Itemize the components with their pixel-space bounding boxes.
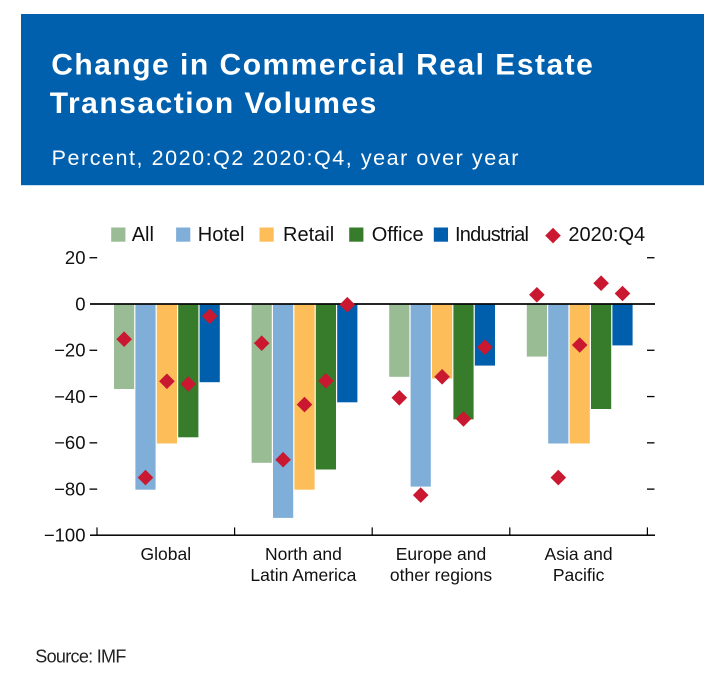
svg-text:Office: Office bbox=[372, 224, 424, 246]
svg-text:Industrial: Industrial bbox=[455, 224, 529, 246]
svg-text:−100: −100 bbox=[44, 525, 86, 546]
svg-text:−20: −20 bbox=[54, 340, 85, 361]
svg-text:other regions: other regions bbox=[390, 565, 492, 585]
svg-text:Percent, 2020:Q2 2020:Q4, year: Percent, 2020:Q2 2020:Q4, year over year bbox=[52, 146, 520, 170]
svg-text:Latin America: Latin America bbox=[250, 565, 356, 585]
svg-text:Retail: Retail bbox=[283, 224, 334, 246]
svg-text:Transaction Volumes: Transaction Volumes bbox=[50, 87, 378, 120]
svg-text:Change in Commercial Real Esta: Change in Commercial Real Estate bbox=[51, 48, 594, 81]
svg-text:2020:Q4: 2020:Q4 bbox=[568, 224, 645, 246]
svg-text:Source: IMF: Source: IMF bbox=[35, 647, 126, 667]
svg-text:20: 20 bbox=[65, 247, 86, 268]
svg-text:Pacific: Pacific bbox=[553, 565, 605, 585]
svg-text:0: 0 bbox=[75, 293, 85, 314]
svg-text:−60: −60 bbox=[54, 432, 85, 453]
svg-text:Europe and: Europe and bbox=[396, 544, 487, 564]
svg-text:−40: −40 bbox=[54, 386, 85, 407]
svg-text:All: All bbox=[132, 224, 154, 246]
svg-text:North and: North and bbox=[265, 544, 342, 564]
svg-text:Hotel: Hotel bbox=[198, 224, 245, 246]
svg-text:Global: Global bbox=[141, 544, 192, 564]
svg-text:Asia and: Asia and bbox=[545, 544, 613, 564]
svg-text:−80: −80 bbox=[54, 478, 85, 499]
